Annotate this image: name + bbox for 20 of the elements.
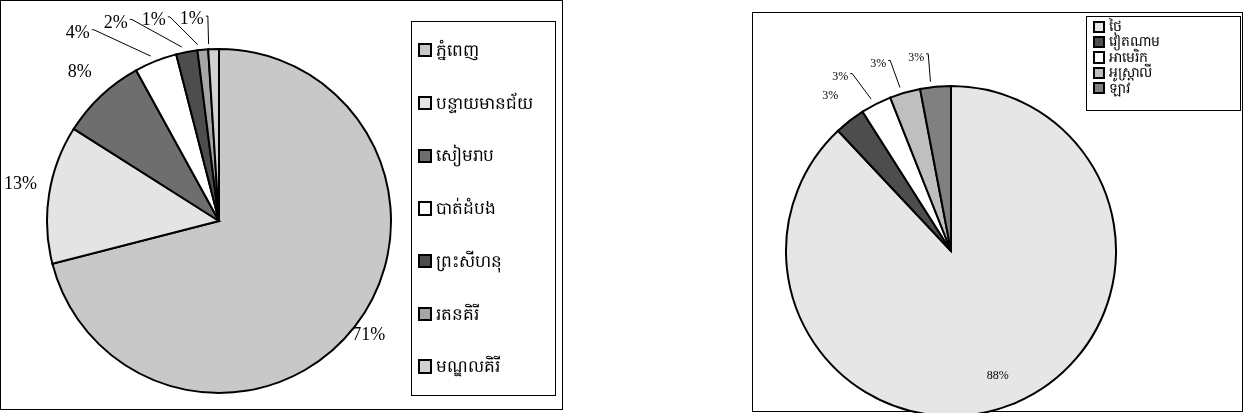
data-label: 1% — [179, 8, 204, 29]
legend-label: មណ្ឌលគិរី — [436, 356, 501, 377]
legend-label: រតនគិរី — [436, 303, 480, 324]
data-label: 3% — [870, 56, 887, 71]
data-label: 71% — [352, 324, 386, 345]
legend-label: ព្រះសីហនុ — [436, 250, 503, 271]
data-label: 1% — [141, 8, 166, 29]
legend-label: សៀមរាប — [436, 145, 495, 166]
data-label: 3% — [832, 69, 849, 84]
data-label: 3% — [822, 88, 839, 103]
data-label: 2% — [103, 11, 128, 32]
data-label: 88% — [986, 368, 1009, 383]
legend-label: វៀតណាម — [1109, 33, 1161, 50]
data-label: 13% — [3, 173, 37, 194]
legend-label: ភ្នំពេញ — [436, 40, 480, 60]
data-label: 4% — [65, 21, 90, 42]
data-label: 8% — [67, 61, 92, 82]
legend-label: បាត់ដំបង — [436, 198, 497, 219]
data-label: 3% — [908, 49, 925, 64]
legend-label: បន្ទាយមានជ័យ — [436, 92, 534, 113]
